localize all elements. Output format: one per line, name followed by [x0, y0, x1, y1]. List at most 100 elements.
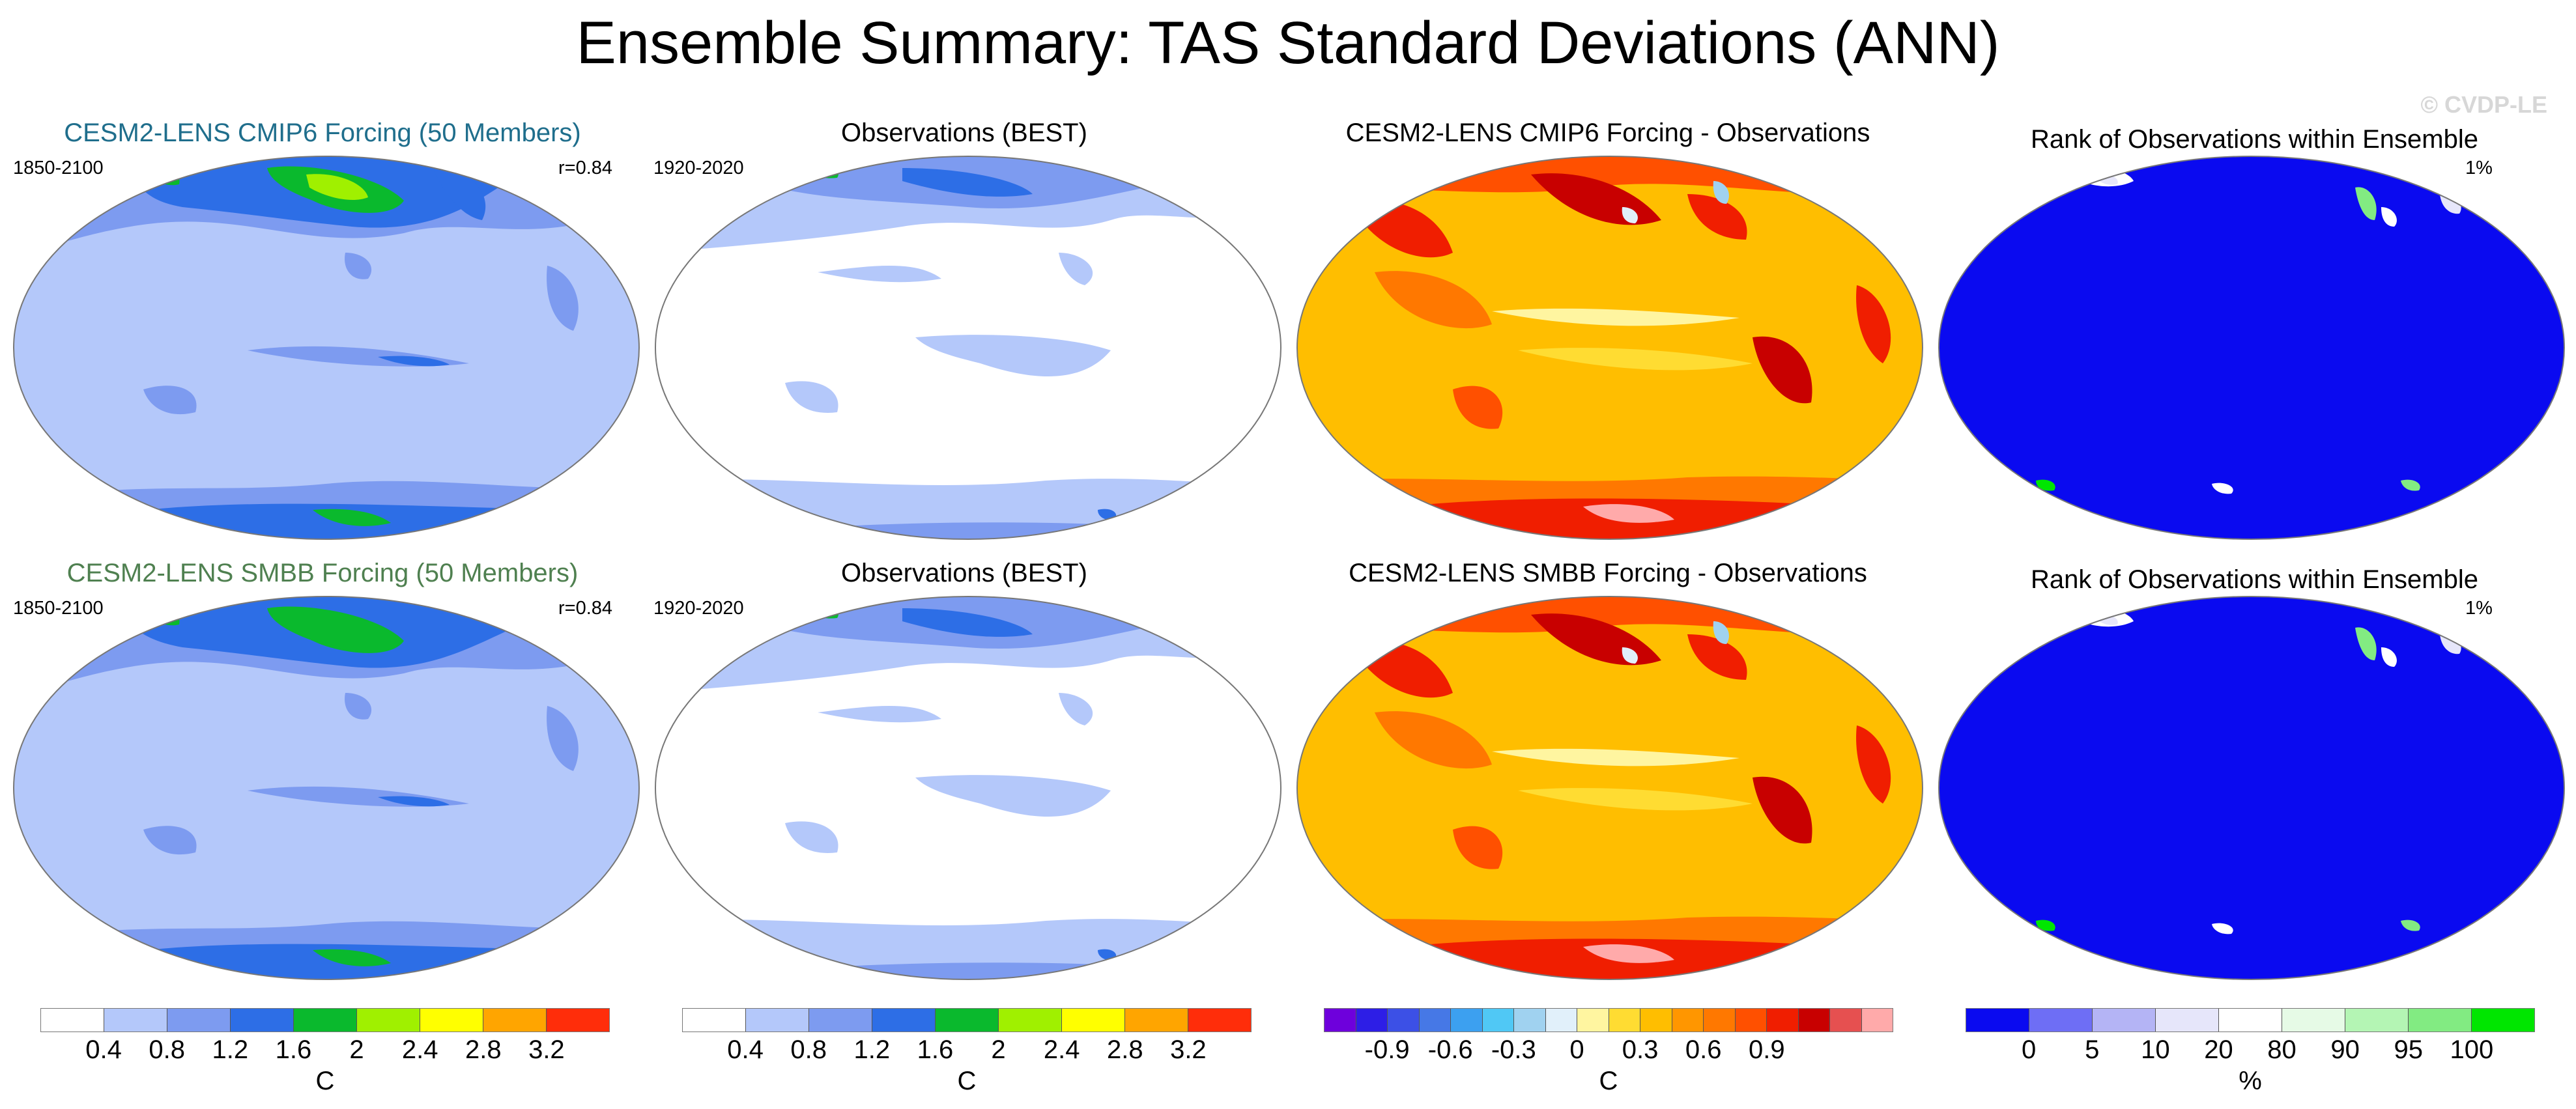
- panel-title-rank-1: Rank of Observations within Ensemble: [2031, 125, 2478, 154]
- figure-title: Ensemble Summary: TAS Standard Deviation…: [576, 10, 2000, 76]
- colorbar-rank-tick-label: 80: [2267, 1035, 2297, 1064]
- rank-pct-2: 1%: [2465, 598, 2493, 619]
- colorbar-diff-swatch-0: [1324, 1009, 1356, 1032]
- colorbar-std-2-unit: C: [957, 1067, 977, 1095]
- panel-title-model-1: CESM2-LENS CMIP6 Forcing (50 Members): [64, 119, 581, 147]
- colorbar-diff-swatch-11: [1672, 1009, 1704, 1032]
- map-model-std-2: [13, 596, 640, 980]
- colorbar-diff-swatch-9: [1609, 1009, 1640, 1032]
- colorbar-rank-tick-label: 10: [2141, 1035, 2170, 1064]
- colorbar-diff-tick-label: -0.3: [1491, 1035, 1536, 1064]
- obs-years-2: 1920-2020: [653, 598, 744, 619]
- model-r-2: r=0.84: [558, 598, 613, 619]
- colorbar-std-1-tick-label: 2.8: [465, 1035, 502, 1064]
- colorbar-rank-tick-label: 100: [2450, 1035, 2494, 1064]
- colorbar-diff-swatch-15: [1798, 1009, 1830, 1032]
- colorbar-std-1-swatch-2: [167, 1009, 231, 1032]
- colorbar-rank-tick-label: 0: [2021, 1035, 2037, 1064]
- colorbar-diff-swatch-12: [1704, 1009, 1736, 1032]
- colorbar-rank-swatch-8: [2472, 1009, 2534, 1032]
- colorbar-std-2-tick-label: 1.6: [917, 1035, 954, 1064]
- model-r-1: r=0.84: [558, 158, 613, 178]
- colorbar-rank-swatch-3: [2156, 1009, 2219, 1032]
- colorbar-std-1-tick-label: 1.2: [212, 1035, 249, 1064]
- colorbar-std-1-swatch-7: [483, 1009, 547, 1032]
- panel-title-rank-2: Rank of Observations within Ensemble: [2031, 565, 2478, 594]
- colorbar-std-2-tick-label: 2: [991, 1035, 1006, 1064]
- colorbar-std-1-tick-label: 2: [349, 1035, 364, 1064]
- colorbar-std-2-swatch-0: [683, 1009, 746, 1032]
- map-obs-std-2: [655, 596, 1281, 980]
- colorbar-std-2-swatch-1: [746, 1009, 809, 1032]
- colorbar-diff-swatch-5: [1482, 1009, 1514, 1032]
- colorbar-diff-unit: C: [1599, 1067, 1618, 1095]
- colorbar-std-1-tick-label: 3.2: [528, 1035, 565, 1064]
- colorbar-rank-swatch-7: [2409, 1009, 2472, 1032]
- colorbar-std-2-swatch-2: [809, 1009, 872, 1032]
- colorbar-diff-swatch-14: [1767, 1009, 1799, 1032]
- colorbar-diff-tick-label: 0: [1569, 1035, 1584, 1064]
- colorbar-std-1-swatch-5: [357, 1009, 420, 1032]
- colorbar-rank-swatch-0: [1966, 1009, 2029, 1032]
- colorbar-std-2-tick-label: 0.4: [727, 1035, 764, 1064]
- colorbar-diff-tick-label: 0.3: [1622, 1035, 1659, 1064]
- panel-title-obs-2: Observations (BEST): [841, 559, 1087, 587]
- colorbar-std-2: [682, 1008, 1252, 1032]
- colorbar-rank-unit: %: [2239, 1067, 2262, 1095]
- model-years-1: 1850-2100: [13, 158, 104, 178]
- model-years-2: 1850-2100: [13, 598, 104, 619]
- colorbar-std-1: [40, 1008, 610, 1032]
- colorbar-std-1-tick-label: 1.6: [275, 1035, 312, 1064]
- colorbar-std-1-tick-label: 2.4: [401, 1035, 438, 1064]
- colorbar-rank-tick-label: 90: [2330, 1035, 2360, 1064]
- colorbar-std-1-tick-label: 0.8: [149, 1035, 186, 1064]
- colorbar-std-2-tick-label: 0.8: [790, 1035, 827, 1064]
- colorbar-diff: [1324, 1008, 1893, 1032]
- colorbar-diff-tick-label: 0.6: [1685, 1035, 1722, 1064]
- colorbar-rank-swatch-1: [2029, 1009, 2093, 1032]
- colorbar-rank: [1966, 1008, 2535, 1032]
- colorbar-std-1-swatch-6: [420, 1009, 483, 1032]
- colorbar-diff-swatch-3: [1419, 1009, 1451, 1032]
- colorbar-diff-swatch-8: [1577, 1009, 1609, 1032]
- colorbar-diff-tick-label: -0.9: [1364, 1035, 1410, 1064]
- colorbar-diff-swatch-6: [1514, 1009, 1546, 1032]
- panel-title-model-2: CESM2-LENS SMBB Forcing (50 Members): [66, 559, 579, 587]
- rank-pct-1: 1%: [2465, 158, 2493, 178]
- colorbar-std-2-tick-label: 2.4: [1043, 1035, 1080, 1064]
- panel-title-obs-1: Observations (BEST): [841, 119, 1087, 147]
- colorbar-diff-swatch-10: [1640, 1009, 1672, 1032]
- colorbar-rank-swatch-4: [2219, 1009, 2282, 1032]
- colorbar-std-2-tick-label: 3.2: [1170, 1035, 1207, 1064]
- colorbar-std-1-swatch-3: [231, 1009, 294, 1032]
- panel-title-diff-1: CESM2-LENS CMIP6 Forcing - Observations: [1345, 119, 1870, 147]
- colorbar-std-2-swatch-4: [936, 1009, 999, 1032]
- colorbar-diff-swatch-17: [1861, 1009, 1893, 1032]
- colorbar-rank-tick-label: 95: [2394, 1035, 2424, 1064]
- panel-title-diff-2: CESM2-LENS SMBB Forcing - Observations: [1349, 559, 1867, 587]
- watermark: © CVDP-LE: [2420, 91, 2547, 118]
- colorbar-diff-swatch-13: [1735, 1009, 1767, 1032]
- colorbar-diff-tick-label: 0.9: [1748, 1035, 1785, 1064]
- colorbar-std-1-unit: C: [315, 1067, 335, 1095]
- colorbar-std-1-tick-label: 0.4: [85, 1035, 122, 1064]
- map-rank-1: [1938, 156, 2565, 540]
- colorbar-rank-swatch-2: [2093, 1009, 2156, 1032]
- map-diff-1: [1296, 156, 1923, 540]
- colorbar-rank-swatch-6: [2345, 1009, 2409, 1032]
- colorbar-diff-swatch-2: [1388, 1009, 1420, 1032]
- colorbar-rank-tick-label: 20: [2204, 1035, 2233, 1064]
- colorbar-std-1-swatch-0: [41, 1009, 104, 1032]
- colorbar-std-2-swatch-7: [1125, 1009, 1188, 1032]
- colorbar-diff-tick-label: -0.6: [1427, 1035, 1473, 1064]
- colorbar-diff-swatch-16: [1830, 1009, 1862, 1032]
- colorbar-std-2-tick-label: 2.8: [1106, 1035, 1143, 1064]
- map-rank-2: [1938, 596, 2565, 980]
- colorbar-std-2-swatch-6: [1062, 1009, 1125, 1032]
- colorbar-rank-tick-label: 5: [2085, 1035, 2100, 1064]
- colorbar-std-2-swatch-3: [872, 1009, 936, 1032]
- obs-years-1: 1920-2020: [653, 158, 744, 178]
- colorbar-diff-swatch-1: [1356, 1009, 1388, 1032]
- colorbar-rank-swatch-5: [2282, 1009, 2345, 1032]
- colorbar-diff-swatch-7: [1545, 1009, 1577, 1032]
